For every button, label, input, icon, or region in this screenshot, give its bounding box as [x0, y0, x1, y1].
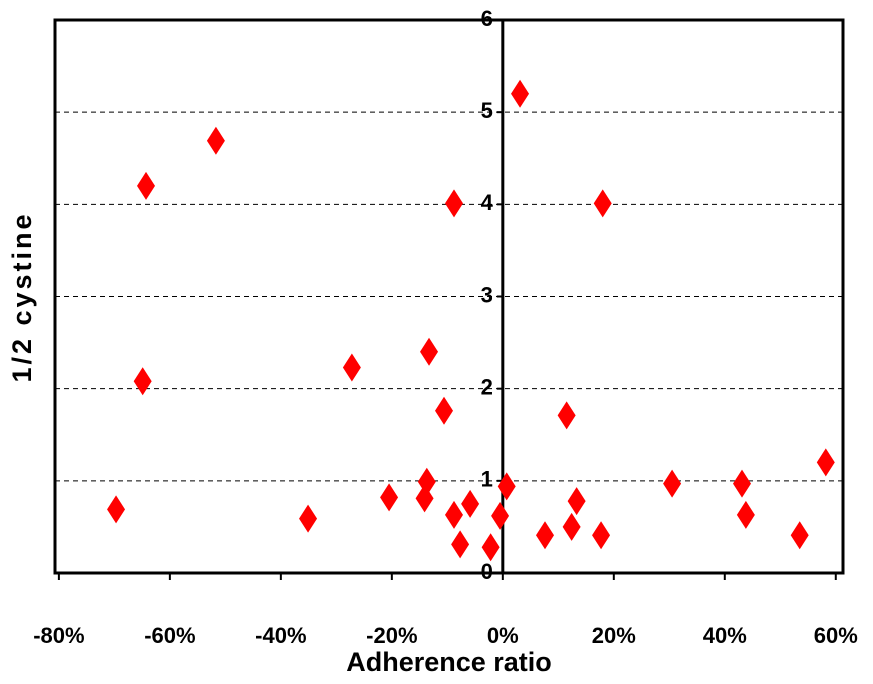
x-tick-label: 20%	[592, 623, 636, 648]
x-axis-title: Adherence ratio	[346, 647, 552, 677]
x-tick-label: 0%	[487, 623, 519, 648]
point	[562, 512, 581, 541]
point	[380, 483, 399, 512]
x-tick-label: 60%	[814, 623, 858, 648]
y-tick-label: 4	[481, 190, 494, 215]
y-tick-label: 1	[481, 467, 493, 492]
x-tick-label: 40%	[703, 623, 747, 648]
point	[417, 467, 436, 496]
point	[816, 448, 835, 477]
point	[736, 500, 755, 529]
point	[420, 337, 439, 366]
y-tick-label: 5	[481, 98, 493, 123]
point	[592, 521, 611, 550]
y-axis-title: 1/2 cystine	[7, 211, 37, 382]
point	[491, 501, 510, 530]
point	[206, 126, 225, 155]
y-tick-label: 0	[481, 559, 493, 584]
point	[497, 472, 516, 501]
point	[557, 401, 576, 430]
point	[567, 487, 586, 516]
point	[593, 189, 612, 218]
point	[133, 367, 152, 396]
point	[444, 500, 463, 529]
point	[536, 521, 555, 550]
point	[733, 469, 752, 498]
x-tick-label: -20%	[366, 623, 417, 648]
point	[435, 396, 454, 425]
point	[107, 495, 126, 524]
point	[137, 171, 156, 200]
x-tick-label: -80%	[33, 623, 84, 648]
point	[511, 79, 530, 108]
point	[481, 533, 500, 562]
plot-frame	[53, 18, 845, 575]
point	[444, 189, 463, 218]
y-tick-label: 3	[481, 282, 493, 307]
point	[663, 469, 682, 498]
point	[461, 489, 480, 518]
x-tick-label: -60%	[144, 623, 195, 648]
point	[299, 504, 318, 533]
y-tick-label: 2	[481, 374, 493, 399]
point	[451, 530, 470, 559]
x-tick-label: -40%	[255, 623, 306, 648]
point	[790, 521, 809, 550]
y-tick-label: 6	[481, 6, 493, 31]
point	[342, 353, 361, 382]
